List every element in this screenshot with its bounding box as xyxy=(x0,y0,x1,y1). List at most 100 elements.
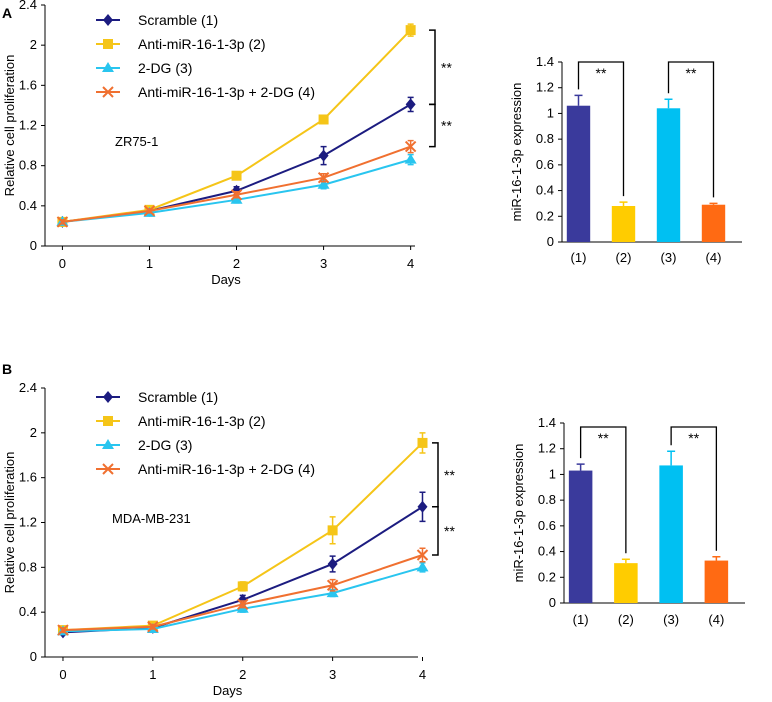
data-point xyxy=(405,25,416,36)
data-point xyxy=(230,189,243,201)
data-point xyxy=(326,579,339,591)
bar-chart-mda-mb-231: 0 0.2 0.4 0.6 0.8 1 1.2 1.4 (1) (2) (3) (4) miR-16-1… xyxy=(511,415,745,627)
significance-label: ** xyxy=(686,65,697,81)
y-axis-label: Relative cell proliferation xyxy=(2,452,17,594)
y-tick-label: 0 xyxy=(547,234,554,249)
panel-letter-a: A xyxy=(2,5,12,21)
significance-label: ** xyxy=(444,523,455,539)
legend-label: Scramble (1) xyxy=(138,389,218,405)
y-tick-label: 1.4 xyxy=(538,415,556,430)
legend-marker xyxy=(102,463,114,475)
x-tick-label: 3 xyxy=(329,667,336,682)
x-tick-label: (1) xyxy=(573,612,589,627)
series-line xyxy=(62,554,423,632)
y-tick-label: 1.4 xyxy=(536,54,554,69)
x-tick-label: (4) xyxy=(708,612,724,627)
data-point xyxy=(237,581,248,592)
x-axis-label: Days xyxy=(213,683,243,698)
data-point xyxy=(326,587,339,598)
data-point xyxy=(230,193,243,204)
bar xyxy=(701,204,726,242)
significance-label: ** xyxy=(444,467,455,483)
legend-label: Anti-miR-16-1-3p (2) xyxy=(138,413,266,429)
x-tick-label: 1 xyxy=(149,667,156,682)
line-chart-zr75-1: 0 0.4 0.8 1.2 1.6 2 2.4 0 1 2 3 4 Days Relative cell … xyxy=(2,0,452,287)
x-tick-label: 3 xyxy=(320,256,327,271)
data-point xyxy=(318,149,329,162)
y-tick-label: 0 xyxy=(30,649,37,664)
y-axis-label: Relative cell proliferation xyxy=(2,55,17,197)
x-tick-label: 4 xyxy=(419,667,426,682)
error-bar xyxy=(574,94,583,106)
data-point xyxy=(317,178,330,189)
error-bar xyxy=(667,450,676,466)
bar xyxy=(656,108,681,243)
data-point xyxy=(404,153,417,164)
data-point xyxy=(417,500,428,513)
error-bar xyxy=(619,201,628,206)
x-tick-label: 2 xyxy=(239,667,246,682)
significance-label: ** xyxy=(688,430,699,446)
data-point xyxy=(57,624,69,636)
significance-bracket xyxy=(432,442,439,508)
cell-line-label: ZR75-1 xyxy=(115,134,158,149)
series-line xyxy=(62,145,411,223)
data-point xyxy=(318,114,329,125)
y-tick-label: 0.4 xyxy=(538,544,556,559)
x-axis-label: Days xyxy=(211,272,241,287)
y-tick-label: 0.8 xyxy=(19,158,37,173)
legend-marker xyxy=(102,439,114,449)
significance-bracket xyxy=(667,61,715,198)
significance-bracket xyxy=(429,29,436,106)
y-tick-label: 0.4 xyxy=(536,183,554,198)
significance-bracket xyxy=(429,103,436,148)
significance-label: ** xyxy=(441,118,452,134)
data-point xyxy=(327,525,338,536)
y-tick-label: 1.2 xyxy=(19,515,37,530)
data-point xyxy=(405,98,416,111)
legend-marker xyxy=(103,39,113,49)
y-tick-label: 0.8 xyxy=(19,559,37,574)
data-point xyxy=(404,140,417,153)
data-point xyxy=(416,561,429,572)
legend-label: Anti-miR-16-1-3p + 2-DG (4) xyxy=(138,461,315,477)
y-tick-label: 1.6 xyxy=(19,77,37,92)
y-tick-label: 1 xyxy=(547,105,554,120)
error-bar xyxy=(621,558,630,564)
error-bar xyxy=(712,555,721,561)
x-tick-label: 2 xyxy=(233,256,240,271)
legend-marker xyxy=(102,86,114,98)
line-chart-mda-mb-231: 0 0.4 0.8 1.2 1.6 2 2.4 0 1 2 3 4 Days Relative cell … xyxy=(2,380,455,698)
x-tick-label: 0 xyxy=(59,667,66,682)
y-axis-label: miR-16-1-3p expression xyxy=(509,83,524,222)
y-tick-label: 2 xyxy=(30,37,37,52)
bar xyxy=(566,105,591,242)
data-point xyxy=(317,172,330,184)
legend-label: Anti-miR-16-1-3p (2) xyxy=(138,36,266,52)
y-tick-label: 2.4 xyxy=(19,380,37,395)
x-tick-label: (2) xyxy=(618,612,634,627)
bar xyxy=(568,470,593,603)
y-tick-label: 2.4 xyxy=(19,0,37,12)
y-tick-label: 0.6 xyxy=(538,518,556,533)
y-tick-label: 2 xyxy=(30,425,37,440)
y-tick-label: 1.2 xyxy=(19,118,37,133)
legend-label: 2-DG (3) xyxy=(138,60,192,76)
x-tick-label: (1) xyxy=(571,250,587,265)
legend-label: 2-DG (3) xyxy=(138,437,192,453)
y-tick-label: 0.4 xyxy=(19,198,37,213)
error-bar xyxy=(709,202,718,205)
y-axis-label: miR-16-1-3p expression xyxy=(511,444,526,583)
y-tick-label: 0 xyxy=(549,595,556,610)
x-tick-label: (2) xyxy=(616,250,632,265)
legend-marker xyxy=(103,416,113,426)
data-point xyxy=(56,216,69,228)
error-bar xyxy=(664,98,673,109)
y-tick-label: 0.2 xyxy=(536,208,554,223)
bar-chart-zr75-1: 0 0.2 0.4 0.6 0.8 1 1.2 1.4 (1) (2) (3) (4) miR-16-1… xyxy=(509,54,742,265)
series-line xyxy=(62,103,412,223)
data-point xyxy=(147,621,159,633)
y-tick-label: 1.6 xyxy=(19,470,37,485)
legend-label: Scramble (1) xyxy=(138,12,218,28)
x-tick-label: 0 xyxy=(59,256,66,271)
